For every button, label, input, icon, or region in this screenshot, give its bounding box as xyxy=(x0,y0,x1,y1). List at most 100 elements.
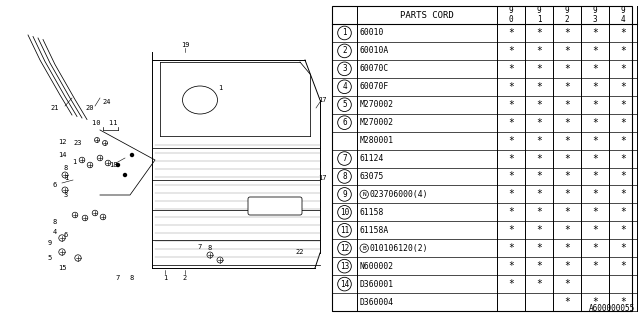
Text: 4: 4 xyxy=(342,82,347,91)
Text: *: * xyxy=(564,154,570,164)
Text: 61124: 61124 xyxy=(360,154,385,163)
Text: 61158: 61158 xyxy=(360,208,385,217)
Text: 010106120(2): 010106120(2) xyxy=(369,244,428,253)
Text: 9: 9 xyxy=(342,190,347,199)
Text: *: * xyxy=(564,64,570,74)
Text: N: N xyxy=(362,192,366,197)
Text: 9: 9 xyxy=(48,240,52,246)
Text: 5: 5 xyxy=(342,100,347,109)
Text: *: * xyxy=(592,261,598,271)
Text: M270002: M270002 xyxy=(360,100,394,109)
Text: 6: 6 xyxy=(53,182,57,188)
Text: *: * xyxy=(564,189,570,199)
Text: *: * xyxy=(564,28,570,38)
Text: 15: 15 xyxy=(58,265,67,271)
Text: *: * xyxy=(620,64,626,74)
Text: *: * xyxy=(536,243,542,253)
Text: 6: 6 xyxy=(64,232,68,238)
Text: 1: 1 xyxy=(64,175,68,181)
Text: 12: 12 xyxy=(340,244,349,253)
Text: *: * xyxy=(592,82,598,92)
Ellipse shape xyxy=(182,86,218,114)
Text: *: * xyxy=(508,100,514,110)
Text: *: * xyxy=(536,225,542,235)
Text: *: * xyxy=(592,189,598,199)
Text: 6: 6 xyxy=(342,118,347,127)
Text: 17: 17 xyxy=(317,175,326,181)
Text: *: * xyxy=(536,172,542,181)
Text: *: * xyxy=(620,100,626,110)
Text: *: * xyxy=(508,207,514,217)
Text: *: * xyxy=(620,28,626,38)
Text: *: * xyxy=(536,261,542,271)
Text: *: * xyxy=(592,154,598,164)
Text: *: * xyxy=(508,28,514,38)
Text: 63075: 63075 xyxy=(360,172,385,181)
Text: M270002: M270002 xyxy=(360,118,394,127)
Text: *: * xyxy=(564,261,570,271)
Text: *: * xyxy=(592,243,598,253)
Text: 14: 14 xyxy=(58,152,67,158)
Text: 11: 11 xyxy=(340,226,349,235)
Text: 8: 8 xyxy=(208,245,212,251)
Text: *: * xyxy=(620,189,626,199)
FancyBboxPatch shape xyxy=(248,197,302,215)
Text: *: * xyxy=(620,261,626,271)
Text: *: * xyxy=(536,46,542,56)
Text: 17: 17 xyxy=(317,97,326,103)
Text: *: * xyxy=(564,225,570,235)
Text: *: * xyxy=(536,82,542,92)
Text: 9
3: 9 3 xyxy=(593,6,597,24)
Text: 60070C: 60070C xyxy=(360,64,389,73)
Text: *: * xyxy=(592,225,598,235)
Text: A600000055: A600000055 xyxy=(589,304,635,313)
Text: *: * xyxy=(592,172,598,181)
Text: *: * xyxy=(508,118,514,128)
Text: *: * xyxy=(536,118,542,128)
Text: *: * xyxy=(508,172,514,181)
Text: 9
1: 9 1 xyxy=(537,6,541,24)
Text: 60010A: 60010A xyxy=(360,46,389,55)
Text: 2: 2 xyxy=(342,46,347,55)
Text: 61158A: 61158A xyxy=(360,226,389,235)
Text: 12: 12 xyxy=(58,139,67,145)
Text: *: * xyxy=(536,279,542,289)
Text: 1: 1 xyxy=(163,275,167,281)
Text: D360004: D360004 xyxy=(360,298,394,307)
Text: *: * xyxy=(620,46,626,56)
Text: 10  11: 10 11 xyxy=(92,120,118,126)
Text: 21: 21 xyxy=(51,105,60,111)
Text: *: * xyxy=(508,46,514,56)
Text: *: * xyxy=(564,136,570,146)
Text: *: * xyxy=(592,136,598,146)
Text: *: * xyxy=(620,207,626,217)
Text: *: * xyxy=(536,189,542,199)
Text: 3: 3 xyxy=(342,64,347,73)
Text: *: * xyxy=(620,297,626,307)
Text: *: * xyxy=(536,154,542,164)
Text: 1: 1 xyxy=(72,159,76,165)
Text: *: * xyxy=(620,154,626,164)
Text: 18: 18 xyxy=(109,162,117,168)
Text: 4: 4 xyxy=(53,229,57,235)
Text: *: * xyxy=(508,189,514,199)
Text: *: * xyxy=(592,46,598,56)
Text: 22: 22 xyxy=(296,249,304,255)
Text: *: * xyxy=(536,28,542,38)
Text: 9
0: 9 0 xyxy=(509,6,513,24)
Text: 1: 1 xyxy=(342,28,347,37)
Text: 19: 19 xyxy=(180,42,189,48)
Text: *: * xyxy=(536,100,542,110)
Text: *: * xyxy=(592,100,598,110)
Text: *: * xyxy=(620,82,626,92)
Text: 14: 14 xyxy=(340,280,349,289)
Text: 8: 8 xyxy=(130,275,134,281)
Text: 8: 8 xyxy=(342,172,347,181)
Text: 9
4: 9 4 xyxy=(621,6,625,24)
Text: 60070F: 60070F xyxy=(360,82,389,91)
Text: *: * xyxy=(564,297,570,307)
Bar xyxy=(332,6,632,311)
Circle shape xyxy=(124,173,127,177)
Text: *: * xyxy=(536,207,542,217)
Text: 2: 2 xyxy=(183,275,187,281)
